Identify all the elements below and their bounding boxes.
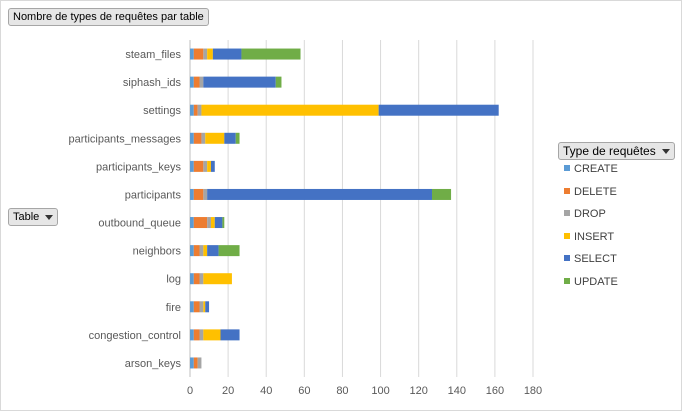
table-field-label: Table bbox=[13, 211, 40, 223]
chart-title-label: Nombre de types de requêtes par table bbox=[13, 11, 204, 23]
legend-swatch bbox=[564, 277, 570, 284]
legend-item: DELETE bbox=[564, 186, 617, 200]
legend-item: DROP bbox=[564, 208, 606, 222]
legend-swatch bbox=[564, 255, 570, 262]
legend-label: CREATE bbox=[574, 163, 618, 175]
legend-swatch bbox=[564, 187, 570, 194]
dropdown-arrow-icon[interactable] bbox=[45, 214, 54, 220]
legend-label: UPDATE bbox=[574, 275, 618, 288]
legend-item: INSERT bbox=[564, 231, 614, 245]
legend-swatch bbox=[564, 210, 570, 217]
legend-label: DELETE bbox=[574, 185, 617, 198]
legend-label: SELECT bbox=[574, 253, 617, 265]
legend-item: UPDATE bbox=[564, 276, 618, 290]
legend-item: CREATE bbox=[564, 163, 618, 177]
dropdown-arrow-icon[interactable] bbox=[661, 149, 670, 155]
query-type-field-label: Type de requêtes bbox=[563, 144, 656, 158]
query-type-field-button[interactable]: Type de requêtes bbox=[558, 142, 675, 160]
legend-label: DROP bbox=[574, 208, 606, 220]
chart-title-field-button[interactable]: Nombre de types de requêtes par table bbox=[8, 8, 209, 26]
legend-item: SELECT bbox=[564, 253, 617, 267]
legend-swatch bbox=[564, 232, 570, 239]
legend-swatch bbox=[564, 165, 570, 172]
table-field-button[interactable]: Table bbox=[8, 208, 59, 226]
legend-label: INSERT bbox=[574, 230, 615, 243]
